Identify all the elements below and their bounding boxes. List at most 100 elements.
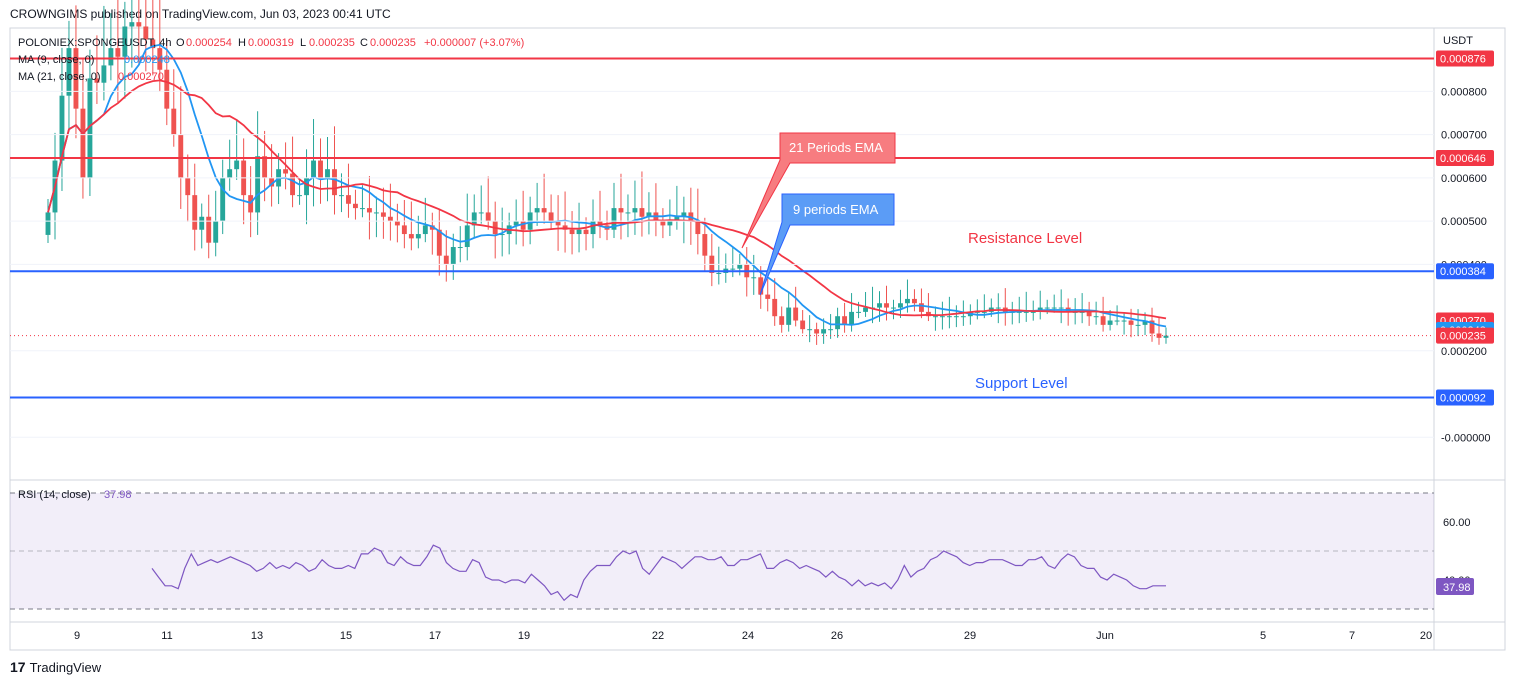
candle-body [471,212,477,226]
candle-body [171,108,177,135]
candle-body [1142,320,1148,325]
price-tick-5: 0.000200 [1441,346,1487,358]
ma21-label: MA (21, close, 0) [18,71,101,83]
candle-body [695,221,701,235]
candle-body [1128,320,1134,325]
candle-body [1051,307,1057,309]
time-label-6: 22 [652,630,664,642]
candle-body [408,234,414,239]
price-badge-text-1: 0.000646 [1440,153,1486,165]
candle-body [220,177,226,222]
candle-body [1030,311,1036,313]
support-level-label: Support Level [975,375,1068,392]
candle-body [828,329,834,331]
time-label-2: 13 [251,630,263,642]
candle-body [1135,324,1141,326]
candle-body [248,195,254,213]
candle-body [199,216,205,230]
candle-body [185,177,191,196]
price-badge-text-2: 0.000384 [1440,266,1486,278]
price-tick-1: 0.000700 [1441,130,1487,142]
price-badge-0 [1436,50,1494,67]
candle-body [353,203,358,209]
time-label-13: 20 [1420,630,1432,642]
candle-body [786,307,792,325]
ema21-callout: 21 Periods EMA [741,132,896,249]
candle-body [898,303,903,308]
candle-body [800,320,806,330]
candle-body [541,208,547,213]
candle-body [946,316,952,318]
candle-body [108,48,114,66]
candle-body [311,160,316,178]
candle-body [1016,311,1022,313]
candle-body [625,212,631,214]
candle-body [632,208,638,213]
candle-body [1107,320,1113,325]
candle-body [262,156,268,178]
candle-body [611,208,617,230]
ohlc-change: +0.000007 (+3.07%) [424,37,524,49]
price-tick-6: -0.000000 [1441,432,1491,444]
price-badge-2 [1436,263,1494,280]
time-axis: 9 11 13 15 17 19 22 24 26 29 Jun 5 7 20 [74,630,1432,642]
candle-body [835,316,841,330]
candle-body [590,221,596,235]
candle-body [1023,311,1029,313]
candle-body [1093,316,1099,318]
candle-body [1121,320,1127,322]
candle-body [45,212,51,235]
time-label-11: 5 [1260,630,1266,642]
price-tick-0: 0.000800 [1441,86,1487,98]
candle-body [101,65,107,83]
candle-body [115,48,121,57]
candle-body [339,195,344,197]
time-label-10: Jun [1096,630,1114,642]
candle-body [884,303,889,308]
candle-body [401,225,407,235]
ema21-callout-text: 21 Periods EMA [789,140,883,155]
candle-body [520,221,526,230]
time-label-5: 19 [518,630,530,642]
candle-body [758,277,764,295]
candle-body [450,247,456,265]
ma9-value: 0.000248 [124,54,170,66]
candle-body [380,212,386,217]
candle-body [793,307,799,321]
candle-body [164,69,170,109]
candle-body [332,169,337,196]
candle-body [751,277,757,279]
candle-body [73,48,79,109]
candle-body [995,307,1001,309]
time-label-9: 29 [964,630,976,642]
candle-body [234,160,240,170]
candle-body [213,221,219,243]
symbol-label: POLONIEX:SPONGEUSDT, 4h [18,37,171,49]
candle-body [346,195,351,204]
candle-body [255,156,261,213]
candle-body [59,95,65,161]
time-label-12: 7 [1349,630,1355,642]
candle-body [877,303,882,308]
candle-body [939,316,945,318]
ohlc-open-label: O [176,37,185,49]
candle-body [1100,316,1106,325]
ohlc-close: 0.000235 [370,37,416,49]
candle-body [422,225,428,235]
candle-body [394,221,400,226]
price-badge-text-6: 0.000092 [1440,393,1486,405]
candle-body [1163,335,1169,338]
ma21-value: 0.000270 [118,71,164,83]
ohlc-high-label: H [238,37,246,49]
candle-body [597,221,603,226]
price-badges: 0.0008760.0006460.0003840.0002700.000248… [1436,50,1494,406]
candle-body [779,316,785,325]
rsi-tick-60: 60.00 [1443,517,1471,529]
candle-body [660,221,666,226]
candle-body [702,234,708,256]
tradingview-logo[interactable]: 17 TradingView [10,659,101,675]
tradingview-brand-text: TradingView [29,659,102,675]
candle-body [485,212,491,222]
ohlc-low-label: L [300,37,306,49]
